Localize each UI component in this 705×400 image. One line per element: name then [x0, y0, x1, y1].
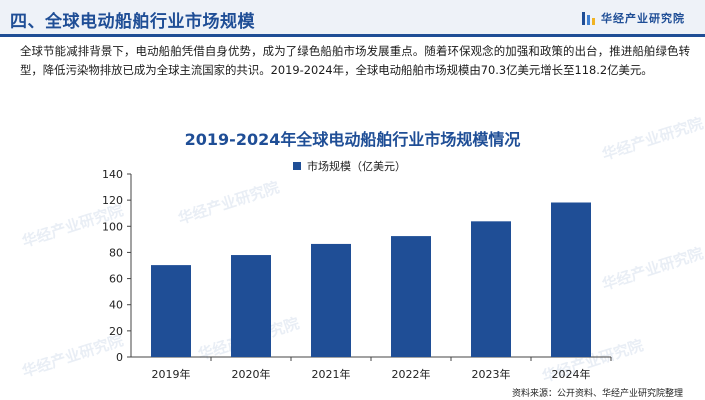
y-tick-label: 0	[116, 351, 123, 364]
y-tick-label: 80	[109, 246, 123, 259]
brand-name: 华经产业研究院	[601, 12, 685, 25]
header-underline	[0, 34, 705, 37]
brand-logo-icon	[582, 11, 595, 25]
brand: 华经产业研究院	[582, 10, 685, 26]
x-tick-label: 2020年	[232, 367, 271, 381]
y-tick-label: 20	[109, 325, 123, 338]
x-tick-label: 2021年	[312, 367, 351, 381]
legend-swatch	[293, 162, 301, 170]
y-tick-label: 100	[102, 220, 123, 233]
section-title: 四、全球电动船舶行业市场规模	[10, 12, 255, 32]
x-tick-label: 2024年	[552, 367, 591, 381]
source-note: 资料来源：公开资料、华经产业研究院整理	[511, 389, 683, 399]
y-tick-label: 120	[102, 194, 123, 207]
y-tick-label: 40	[109, 299, 123, 312]
bar	[471, 221, 511, 357]
x-tick-label: 2022年	[392, 367, 431, 381]
y-tick-label: 60	[109, 273, 123, 286]
bar	[311, 243, 351, 357]
y-tick-label: 140	[102, 168, 123, 181]
x-tick-label: 2023年	[472, 367, 511, 381]
chart-title: 2019-2024年全球电动船舶行业市场规模情况	[184, 130, 521, 149]
legend-label: 市场规模（亿美元）	[307, 160, 406, 173]
intro-paragraph: 全球节能减排背景下，电动船舶凭借自身优势，成为了绿色船舶市场发展重点。随着环保观…	[20, 44, 690, 77]
chart-legend: 市场规模（亿美元）	[293, 158, 406, 174]
bar	[231, 255, 271, 357]
x-tick-label: 2019年	[152, 367, 191, 381]
bar	[391, 236, 431, 357]
bar	[151, 265, 191, 357]
bar	[551, 202, 591, 357]
